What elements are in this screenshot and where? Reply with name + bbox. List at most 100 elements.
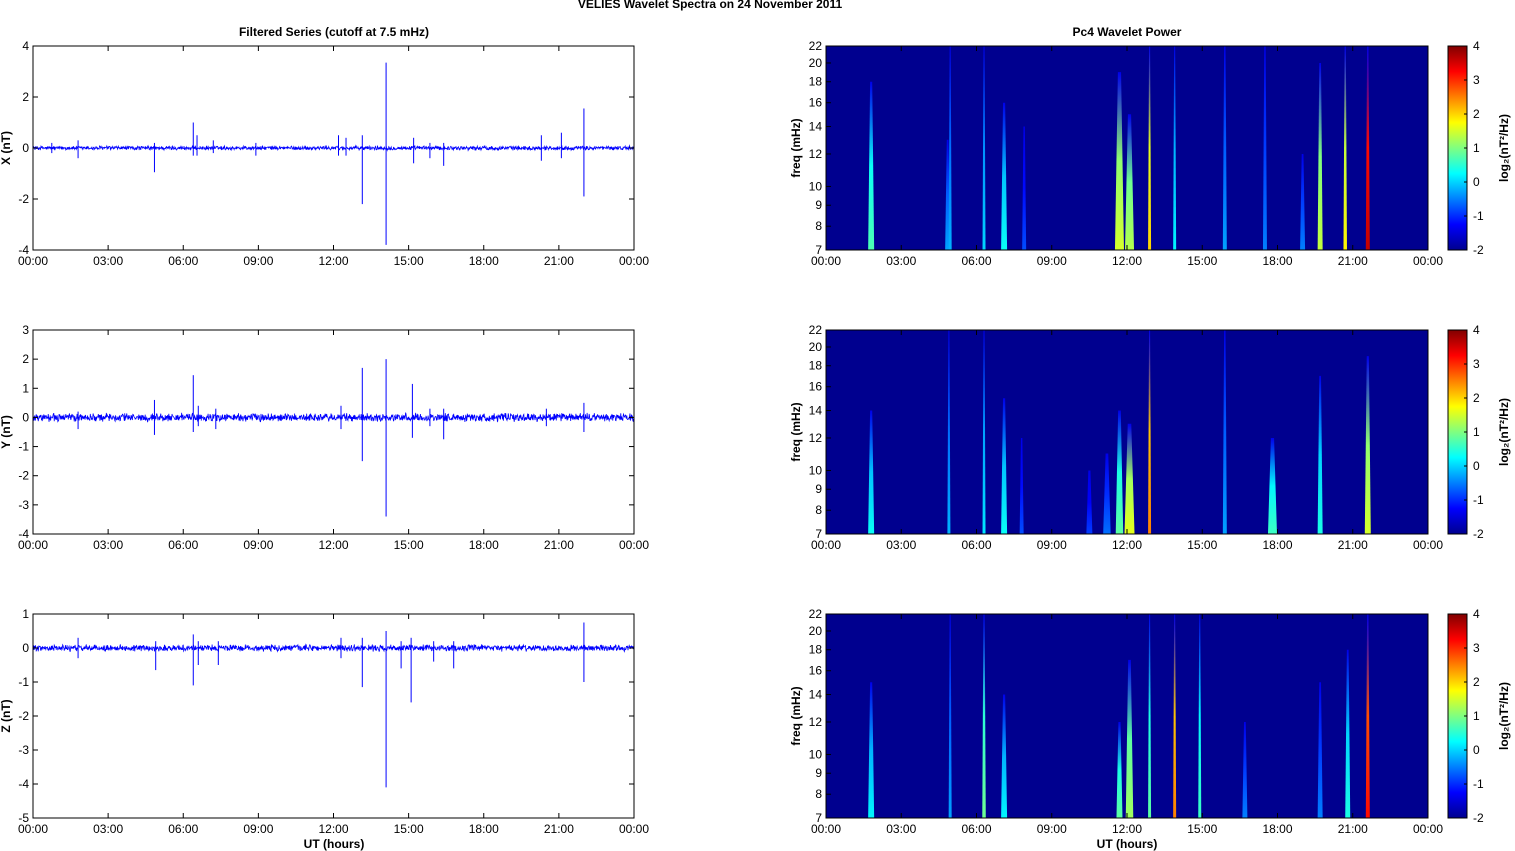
z-wavelet-xtick-label: 21:00 <box>1338 822 1368 836</box>
z-wavelet-ytick-label: 18 <box>809 643 823 657</box>
x-series-xtick-label: 03:00 <box>93 254 123 268</box>
y-wavelet-streak <box>868 410 875 534</box>
y-wavelet-xtick-label: 06:00 <box>961 538 991 552</box>
x-series-ytick-label: 2 <box>22 90 29 104</box>
x-series-ytick-label: 4 <box>22 39 29 53</box>
z-series-xtick-label: 12:00 <box>318 822 348 836</box>
y-wavelet-colorbar-tick-label: 2 <box>1473 391 1480 405</box>
y-series-trace <box>33 412 634 423</box>
x-wavelet-streak <box>1173 46 1177 250</box>
y-series-ylabel: Y (nT) <box>0 415 13 449</box>
y-wavelet-xtick-label: 00:00 <box>811 538 841 552</box>
y-wavelet-xtick-label: 18:00 <box>1262 538 1292 552</box>
x-wavelet-xtick-label: 18:00 <box>1262 254 1292 268</box>
x-series-xtick-label: 06:00 <box>168 254 198 268</box>
z-wavelet-colorbar-tick-label: -2 <box>1473 811 1484 825</box>
y-series-panel: -4 -3 -2 -1 0 1 2 3 00:00 03:00 06:00 09:00 12:00 15:… <box>0 323 649 552</box>
y-series-ytick-label: -2 <box>18 469 29 483</box>
y-wavelet-colorbar-tick-label: -2 <box>1473 527 1484 541</box>
y-wavelet-xtick-label: 03:00 <box>886 538 916 552</box>
y-wavelet-ytick-label: 8 <box>815 503 822 517</box>
z-wavelet-streak <box>1148 614 1152 818</box>
z-series-xtick-label: 09:00 <box>243 822 273 836</box>
x-wavelet-ytick-label: 16 <box>809 96 823 110</box>
x-series-xtick-label: 00:00 <box>18 254 48 268</box>
z-wavelet-xtick-label: 03:00 <box>886 822 916 836</box>
y-wavelet-streak <box>1115 410 1124 534</box>
x-wavelet-colorbar-tick-label: 1 <box>1473 141 1480 155</box>
x-wavelet-xtick-label: 03:00 <box>886 254 916 268</box>
x-wavelet-colorbar-tick-label: -2 <box>1473 243 1484 257</box>
z-wavelet-ytick-label: 22 <box>809 607 823 621</box>
z-wavelet-colorbar-tick-label: 0 <box>1473 743 1480 757</box>
z-wavelet-streak <box>1125 659 1134 818</box>
z-series-xtick-label: 00:00 <box>18 822 48 836</box>
z-wavelet-xtick-label: 12:00 <box>1112 822 1142 836</box>
left-column-title: Filtered Series (cutoff at 7.5 mHz) <box>239 25 429 39</box>
y-wavelet-streak <box>982 330 986 534</box>
z-wavelet-colorbar-tick-label: 3 <box>1473 641 1480 655</box>
z-wavelet-ylabel: freq (mHz) <box>789 686 803 745</box>
x-wavelet-streak <box>982 46 986 250</box>
y-wavelet-streak <box>1103 453 1111 534</box>
y-wavelet-colorbar-tick-label: 3 <box>1473 357 1480 371</box>
y-wavelet-streak <box>1086 470 1093 534</box>
z-wavelet-colorbar-tick-label: 4 <box>1473 607 1480 621</box>
x-series-xtick-label: 15:00 <box>394 254 424 268</box>
z-wavelet-ytick-label: 8 <box>815 787 822 801</box>
x-wavelet-xtick-label: 00:00 <box>811 254 841 268</box>
x-wavelet-ytick-label: 9 <box>815 198 822 212</box>
y-series-xtick-label: 09:00 <box>243 538 273 552</box>
x-series-ylabel: X (nT) <box>0 131 13 165</box>
z-series-xtick-label: 00:00 <box>619 822 649 836</box>
z-wavelet-colorbar-tick-label: 1 <box>1473 709 1480 723</box>
x-series-xtick-label: 21:00 <box>544 254 574 268</box>
x-series-xtick-label: 12:00 <box>318 254 348 268</box>
x-wavelet-ytick-label: 12 <box>809 147 823 161</box>
z-wavelet-streak <box>1001 694 1008 818</box>
y-wavelet-streak <box>1267 437 1277 534</box>
z-series-trace <box>33 643 634 653</box>
y-wavelet-xtick-label: 21:00 <box>1338 538 1368 552</box>
y-wavelet-ytick-label: 22 <box>809 323 823 337</box>
z-wavelet-ytick-label: 10 <box>809 747 823 761</box>
z-series-ytick-label: -3 <box>18 743 29 757</box>
y-wavelet-streak <box>1001 398 1008 534</box>
z-wavelet-xtick-label: 06:00 <box>961 822 991 836</box>
y-wavelet-ylabel: freq (mHz) <box>789 402 803 461</box>
y-wavelet-streak <box>1148 330 1152 534</box>
z-wavelet-xtick-label: 15:00 <box>1187 822 1217 836</box>
y-series-xtick-label: 18:00 <box>469 538 499 552</box>
x-wavelet-streak <box>1001 102 1008 250</box>
z-wavelet-ytick-label: 14 <box>809 688 823 702</box>
x-wavelet-ytick-label: 7 <box>815 243 822 257</box>
z-series-ytick-label: 1 <box>22 607 29 621</box>
x-wavelet-streak <box>1148 46 1152 250</box>
z-wavelet-ytick-label: 7 <box>815 811 822 825</box>
x-series-ytick-label: -2 <box>18 192 29 206</box>
z-series-ytick-label: -5 <box>18 811 29 825</box>
y-wavelet-colorbar-label: log₂(nT²/Hz) <box>1497 398 1511 466</box>
z-wavelet-streak <box>1365 614 1370 818</box>
z-wavelet-xtick-label: 09:00 <box>1037 822 1067 836</box>
z-wavelet-streak <box>982 614 986 818</box>
x-wavelet-xtick-label: 12:00 <box>1112 254 1142 268</box>
y-series-xtick-label: 12:00 <box>318 538 348 552</box>
z-wavelet-streak <box>1116 721 1123 818</box>
x-wavelet-xtick-label: 09:00 <box>1037 254 1067 268</box>
y-series-ytick-label: 1 <box>22 381 29 395</box>
y-wavelet-colorbar-tick-label: -1 <box>1473 493 1484 507</box>
y-series-ytick-label: 0 <box>22 410 29 424</box>
y-wavelet-ytick-label: 16 <box>809 380 823 394</box>
y-wavelet-xtick-label: 12:00 <box>1112 538 1142 552</box>
y-wavelet-xtick-label: 15:00 <box>1187 538 1217 552</box>
x-wavelet-streak <box>868 81 875 250</box>
y-series-ytick-label: -3 <box>18 498 29 512</box>
x-wavelet-xtick-label: 00:00 <box>1413 254 1443 268</box>
y-wavelet-ytick-label: 18 <box>809 359 823 373</box>
z-wavelet-xtick-label: 00:00 <box>811 822 841 836</box>
y-series-xtick-label: 06:00 <box>168 538 198 552</box>
y-series-xtick-label: 21:00 <box>544 538 574 552</box>
